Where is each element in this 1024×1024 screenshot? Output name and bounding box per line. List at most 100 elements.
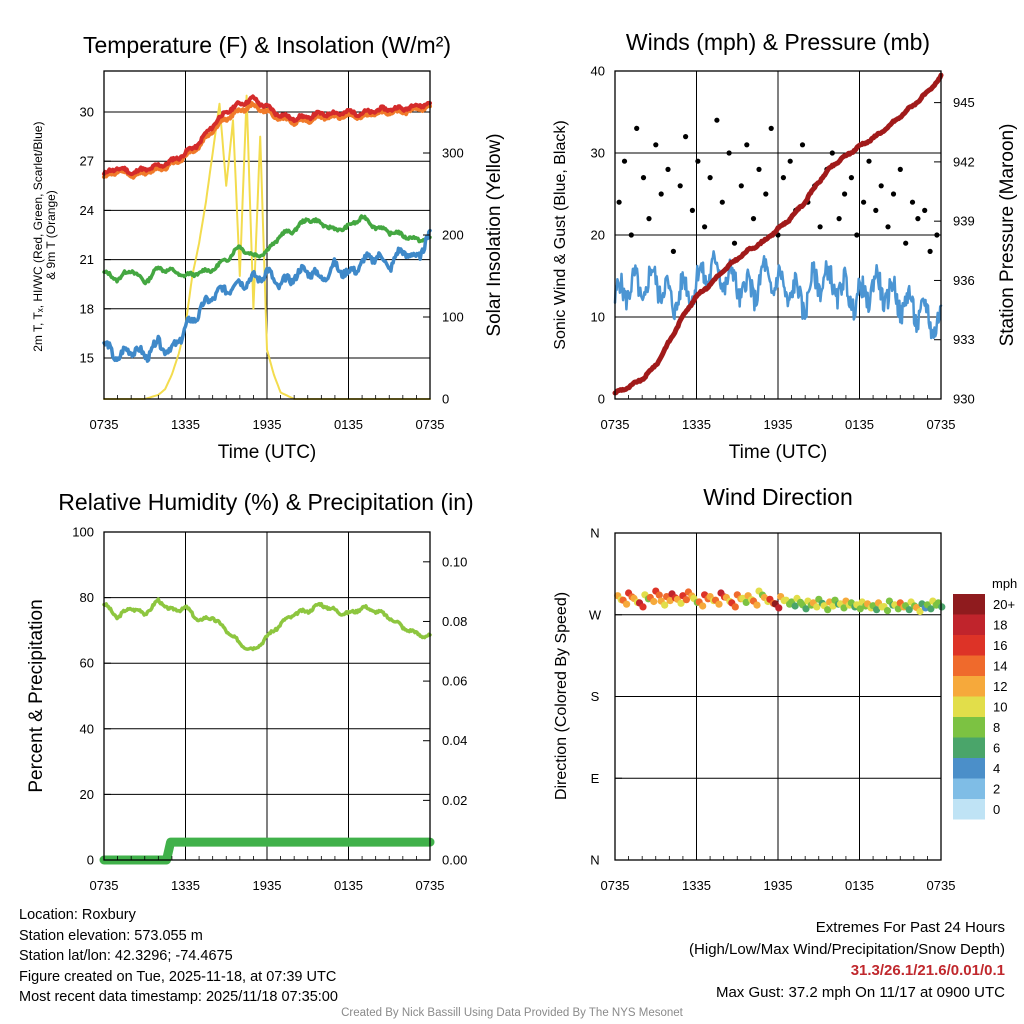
legend-swatch: [953, 717, 985, 738]
gust-point: [878, 183, 884, 189]
gust-point: [670, 248, 677, 254]
x-tick-label: 1935: [253, 417, 282, 432]
y-tick-label: 24: [80, 203, 94, 218]
gust-point: [621, 158, 628, 164]
y-tick-label: W: [589, 607, 602, 622]
direction-point: [655, 591, 663, 599]
humidity-ticks: 0735 1335 1935 0135 0735 0 20 40 60 80 100 0.00 0.02…: [72, 525, 467, 894]
x-tick-label: 0135: [334, 878, 363, 893]
legend-swatch: [953, 799, 985, 820]
direction-point: [938, 603, 946, 611]
gust-point: [842, 191, 848, 197]
gust-point: [634, 125, 640, 131]
y-tick-label: N: [590, 853, 599, 868]
y-tick-label: 80: [80, 590, 94, 605]
gust-point: [873, 207, 879, 213]
gust-point: [714, 117, 720, 123]
gust-point: [909, 199, 916, 205]
y-right-tick-label: 945: [953, 95, 975, 110]
direction-point: [666, 597, 674, 605]
gust-point: [854, 232, 860, 238]
x-tick-label: 0735: [601, 878, 630, 893]
gust-point: [677, 183, 683, 189]
winds-ticks: 0735 1335 1935 0135 0735 0 10 20 30 40 930 933 936 93…: [591, 64, 975, 433]
legend-label: 16: [993, 638, 1007, 653]
legend-label: 0: [993, 802, 1000, 817]
gust-point: [861, 199, 867, 205]
gust-point: [726, 150, 732, 156]
direction-ylabel: Direction (Colored By Speed): [553, 592, 570, 800]
humidity-title: Relative Humidity (%) & Precipitation (i…: [58, 489, 473, 515]
legend-label: 20+: [993, 597, 1015, 612]
y-tick-label: 40: [80, 721, 94, 736]
legend-swatch: [953, 594, 985, 615]
gust-point: [787, 158, 793, 164]
direction-grid: [615, 533, 941, 860]
y-tick-label: 21: [80, 252, 94, 267]
direction-point: [699, 602, 707, 610]
y-tick-label: 100: [72, 525, 94, 540]
y-tick-label: 10: [591, 310, 605, 325]
gust-point: [915, 216, 921, 222]
direction-point: [873, 606, 881, 614]
gust-point: [927, 248, 933, 254]
gust-point: [731, 240, 738, 246]
direction-point: [824, 606, 832, 614]
max-gust: Max Gust: 37.2 mph On 11/17 at 0900 UTC: [715, 983, 1005, 1001]
x-tick-label: 0735: [416, 878, 445, 893]
winds-panel: Winds (mph) & Pressure (mb) 0735 1335 1935…: [552, 29, 1018, 463]
legend-label: 2: [993, 782, 1000, 797]
direction-title: Wind Direction: [703, 484, 853, 510]
gust-point: [707, 175, 713, 181]
extremes-heading: Extremes For Past 24 Hours: [815, 919, 1005, 936]
gust-point: [848, 175, 855, 181]
y-tick-label: 30: [591, 146, 605, 161]
legend-label: 12: [993, 679, 1007, 694]
gust-point: [695, 158, 701, 164]
legend-label: 14: [993, 659, 1007, 674]
gust-point: [885, 224, 891, 230]
direction-point: [661, 601, 669, 609]
y-right-tick-label: 0.10: [442, 554, 467, 569]
x-tick-label: 1335: [682, 417, 711, 432]
gust-point: [866, 158, 872, 164]
gust-point: [689, 207, 696, 213]
gust-point: [719, 199, 725, 205]
winds-title: Winds (mph) & Pressure (mb): [626, 29, 930, 55]
temperature-ylabel-line2: & 9m T (Orange): [44, 190, 58, 280]
station-latlon: Station lat/lon: 42.3296; -74.4675: [19, 948, 233, 964]
y-right-tick-label: 100: [442, 310, 464, 325]
gust-point: [750, 216, 757, 222]
y-tick-label: 30: [80, 105, 94, 120]
y-tick-label: 15: [80, 351, 94, 366]
y-tick-label: 27: [80, 154, 94, 169]
speed-legend: mph 0 2 4 6 8 10 12 14 16 18 20+: [953, 576, 1017, 820]
extremes-info: Extremes For Past 24 Hours (High/Low/Max…: [689, 917, 1005, 1003]
y-right-tick-label: 0.04: [442, 733, 467, 748]
extremes-values: 31.3/26.1/21.6/0.01/0.1: [850, 962, 1005, 979]
station-elevation: Station elevation: 573.055 m: [19, 927, 203, 944]
gust-point: [653, 142, 659, 148]
y-tick-label: E: [591, 771, 600, 786]
gust-point: [829, 150, 835, 156]
gust-point: [890, 191, 897, 197]
gust-point: [768, 125, 774, 131]
x-tick-label: 1935: [764, 878, 793, 893]
direction-point: [802, 605, 810, 613]
x-tick-label: 0135: [334, 417, 363, 432]
gust-point: [780, 175, 787, 181]
gust-point: [738, 183, 744, 189]
gust-point: [744, 142, 750, 148]
gust-point: [763, 191, 769, 197]
gust-point: [922, 207, 928, 213]
figure-created: Figure created on Tue, 2025-11-18, at 07…: [19, 968, 337, 985]
x-tick-label: 0735: [416, 417, 445, 432]
station-info: Location: Roxbury Station elevation: 573…: [19, 905, 338, 1008]
direction-point: [927, 605, 935, 613]
legend-swatch: [953, 655, 985, 676]
y-right-tick-label: 936: [953, 273, 975, 288]
direction-point: [813, 603, 821, 611]
x-tick-label: 0135: [845, 417, 874, 432]
gust-point: [756, 166, 762, 172]
